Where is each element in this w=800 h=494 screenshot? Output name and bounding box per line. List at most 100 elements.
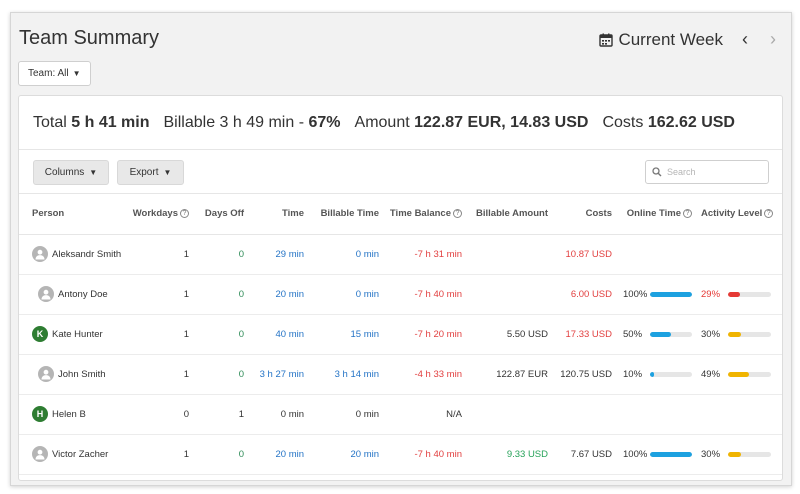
columns-button[interactable]: Columns ▼ <box>33 160 109 185</box>
billable-time-cell[interactable]: 15 min <box>309 314 384 355</box>
billable-time-cell[interactable]: 20 min <box>309 434 384 475</box>
column-header-billable-time[interactable]: Billable Time <box>309 194 384 235</box>
online-time-cell <box>617 234 697 275</box>
online-time-bar <box>649 451 692 457</box>
days-off-cell: 0 <box>194 314 249 355</box>
chevron-down-icon: ▼ <box>72 69 81 78</box>
activity-level-cell: 49% <box>697 354 782 395</box>
activity-level-bar <box>728 371 771 377</box>
user-icon <box>32 246 48 262</box>
time-balance-cell: -7 h 40 min <box>384 274 467 315</box>
online-time-cell: 50% <box>617 314 697 355</box>
online-time-cell <box>617 394 697 435</box>
export-button[interactable]: Export ▼ <box>117 160 184 185</box>
billable-amount-cell: 9.33 USD <box>467 434 553 475</box>
column-header-workdays[interactable]: Workdays? <box>129 194 194 235</box>
activity-level-percent: 30% <box>701 448 721 460</box>
billable-amount-cell: 122.87 EUR <box>467 354 553 395</box>
user-icon <box>32 446 48 462</box>
column-header-time[interactable]: Time <box>249 194 309 235</box>
time-cell[interactable]: 29 min <box>249 234 309 275</box>
week-label[interactable]: Current Week <box>618 29 723 49</box>
person-cell: H Helen B <box>19 394 129 435</box>
column-header-costs[interactable]: Costs <box>553 194 617 235</box>
workdays-cell: 1 <box>129 434 194 475</box>
table-row[interactable]: Victor Zacher 1 0 20 min 20 min -7 h 40 min 9.… <box>19 434 782 475</box>
column-header-activity-level[interactable]: Activity Level? <box>697 194 782 235</box>
column-header-days-off[interactable]: Days Off <box>194 194 249 235</box>
days-off-cell: 0 <box>194 274 249 315</box>
days-off-cell: 0 <box>194 434 249 475</box>
column-header-online-time[interactable]: Online Time? <box>617 194 697 235</box>
billable-amount-cell <box>467 234 553 275</box>
billable-amount-cell: 5.50 USD <box>467 314 553 355</box>
billable-time-cell[interactable]: 0 min <box>309 394 384 435</box>
time-cell[interactable]: 20 min <box>249 434 309 475</box>
workdays-cell: 1 <box>129 234 194 275</box>
week-selector: Current Week ‹ › <box>599 29 779 50</box>
next-week-chevron-icon[interactable]: › <box>770 29 776 49</box>
search-icon <box>652 167 662 177</box>
time-balance-cell: N/A <box>384 394 467 435</box>
team-filter-dropdown[interactable]: Team: All ▼ <box>18 61 91 86</box>
billable-time-cell[interactable]: 3 h 14 min <box>309 354 384 395</box>
costs-value: 162.62 USD <box>647 113 735 131</box>
search-input[interactable] <box>667 167 767 177</box>
time-balance-cell: -4 h 33 min <box>384 354 467 395</box>
online-time-percent: 100% <box>623 288 648 300</box>
billable-time-cell[interactable]: 0 min <box>309 274 384 315</box>
activity-level-bar <box>728 291 771 297</box>
person-name[interactable]: John Smith <box>58 368 106 380</box>
workdays-cell: 1 <box>129 274 194 315</box>
time-cell[interactable]: 3 h 27 min <box>249 354 309 395</box>
user-icon <box>38 366 54 382</box>
activity-level-cell: 30% <box>697 434 782 475</box>
days-off-cell: 1 <box>194 394 249 435</box>
calendar-icon <box>599 33 614 47</box>
help-icon[interactable]: ? <box>764 209 774 219</box>
previous-week-chevron-icon[interactable]: ‹ <box>742 29 748 49</box>
table-row[interactable]: K Kate Hunter 1 0 40 min 15 min -7 h 20 min 5.5… <box>19 314 782 355</box>
activity-level-cell <box>697 234 782 275</box>
team-filter-label: Team: All <box>28 68 69 79</box>
person-name[interactable]: Kate Hunter <box>52 328 103 340</box>
costs-cell: 7.67 USD <box>553 434 617 475</box>
table-row[interactable]: John Smith 1 0 3 h 27 min 3 h 14 min -4 h 33 … <box>19 354 782 395</box>
costs-cell: 17.33 USD <box>553 314 617 355</box>
billable-time-cell[interactable]: 0 min <box>309 234 384 275</box>
costs-label: Costs <box>602 113 644 131</box>
person-name[interactable]: Helen B <box>52 408 86 420</box>
table-header-row: Person Workdays? Days Off Time Billable … <box>19 194 782 235</box>
online-time-bar <box>649 291 692 297</box>
time-cell[interactable]: 40 min <box>249 314 309 355</box>
table-row[interactable]: Aleksandr Smith 1 0 29 min 0 min -7 h 31 min 1… <box>19 234 782 275</box>
help-icon[interactable]: ? <box>453 209 462 219</box>
billable-label: Billable <box>163 113 216 131</box>
costs-summary: Costs 162.62 USD <box>602 114 735 132</box>
column-header-person[interactable]: Person <box>19 194 129 235</box>
billable-percent: 67% <box>308 113 341 131</box>
person-name[interactable]: Victor Zacher <box>52 448 109 460</box>
total-summary: Total 5 h 41 min <box>33 114 150 132</box>
online-time-percent: 10% <box>623 368 643 380</box>
person-name[interactable]: Aleksandr Smith <box>52 248 122 260</box>
page-title: Team Summary <box>19 27 160 49</box>
column-header-billable-amount[interactable]: Billable Amount <box>467 194 553 235</box>
help-icon[interactable]: ? <box>180 209 189 219</box>
table-row[interactable]: Antony Doe 1 0 20 min 0 min -7 h 40 min 6.00 U… <box>19 274 782 315</box>
time-balance-cell: -7 h 31 min <box>384 234 467 275</box>
time-cell[interactable]: 0 min <box>249 394 309 435</box>
avatar-initial: K <box>36 329 44 339</box>
online-time-cell: 100% <box>617 274 697 315</box>
column-header-label: Time Balance <box>389 208 451 220</box>
user-icon <box>38 286 54 302</box>
chevron-down-icon: ▼ <box>89 168 98 177</box>
activity-level-cell: 29% <box>697 274 782 315</box>
column-header-time-balance[interactable]: Time Balance? <box>384 194 467 235</box>
person-cell: John Smith <box>19 354 129 395</box>
person-name[interactable]: Antony Doe <box>58 288 108 300</box>
help-icon[interactable]: ? <box>683 209 692 219</box>
time-cell[interactable]: 20 min <box>249 274 309 315</box>
days-off-cell: 0 <box>194 234 249 275</box>
